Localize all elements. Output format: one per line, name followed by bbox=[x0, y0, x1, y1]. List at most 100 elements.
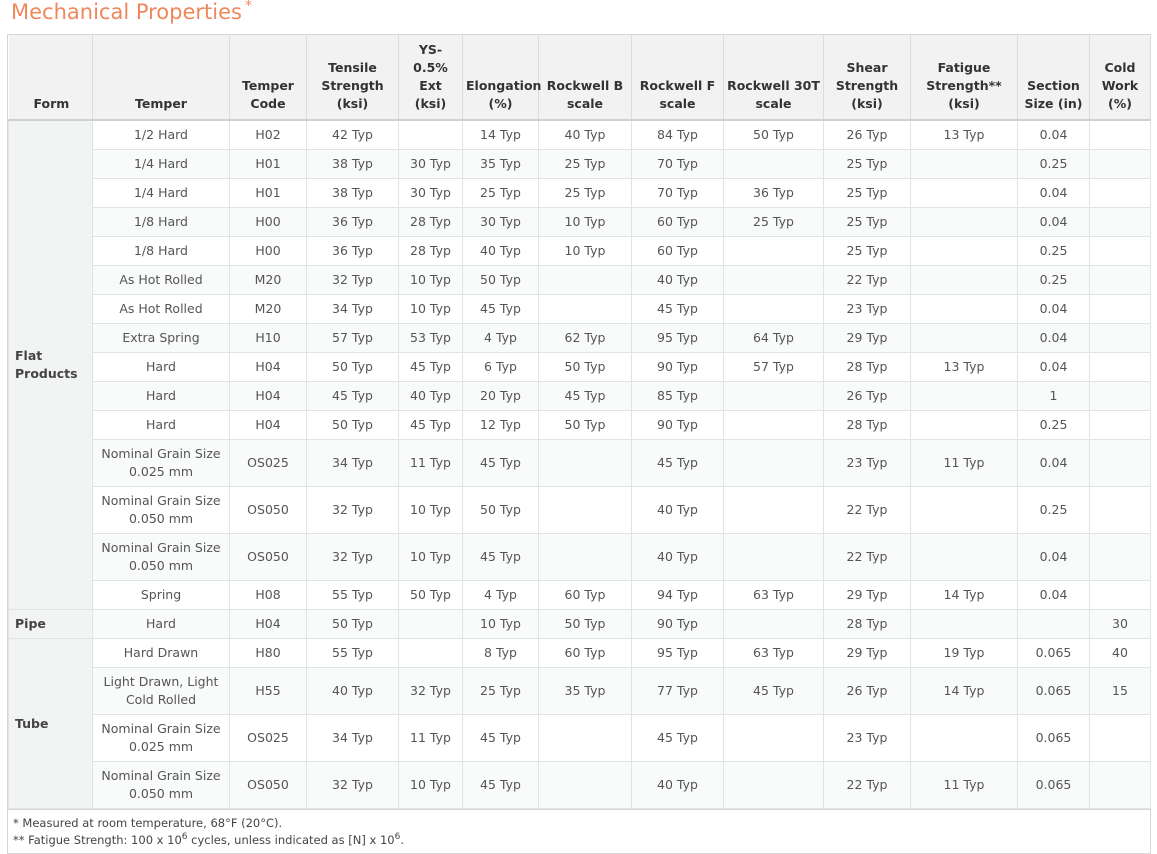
value-cell: H01 bbox=[229, 149, 307, 179]
value-cell: 45 Typ bbox=[631, 294, 724, 324]
value-cell: H04 bbox=[229, 381, 307, 411]
value-cell: 35 Typ bbox=[462, 149, 539, 179]
temper-cell: Nominal Grain Size 0.050 mm bbox=[92, 486, 230, 534]
value-cell: 8 Typ bbox=[462, 638, 539, 668]
value-cell: 50 Typ bbox=[306, 609, 399, 639]
value-cell bbox=[1089, 352, 1151, 382]
value-cell bbox=[723, 714, 824, 762]
table-row: 1/8 Hard H00 36 Typ 28 Typ 30 Typ 10 Typ 60 Ty… bbox=[9, 207, 1151, 237]
value-cell: H00 bbox=[229, 207, 307, 237]
value-cell: 26 Typ bbox=[823, 381, 911, 411]
value-cell: 28 Typ bbox=[823, 352, 911, 382]
value-cell bbox=[1089, 410, 1151, 440]
value-cell: 57 Typ bbox=[723, 352, 824, 382]
temper-cell: Hard bbox=[92, 609, 230, 639]
value-cell: 0.04 bbox=[1017, 119, 1090, 150]
title: Mechanical Properties bbox=[11, 0, 242, 24]
value-cell: 42 Typ bbox=[306, 119, 399, 150]
value-cell bbox=[1089, 207, 1151, 237]
value-cell bbox=[1089, 439, 1151, 487]
value-cell: 25 Typ bbox=[723, 207, 824, 237]
value-cell: 35 Typ bbox=[538, 667, 632, 715]
value-cell: 38 Typ bbox=[306, 178, 399, 208]
value-cell: 0.065 bbox=[1017, 638, 1090, 668]
value-cell: OS025 bbox=[229, 439, 307, 487]
value-cell: 40 Typ bbox=[306, 667, 399, 715]
value-cell: 0.065 bbox=[1017, 667, 1090, 715]
value-cell: 95 Typ bbox=[631, 638, 724, 668]
value-cell: 0.04 bbox=[1017, 178, 1090, 208]
value-cell: 30 Typ bbox=[398, 149, 463, 179]
value-cell: 11 Typ bbox=[910, 761, 1018, 809]
value-cell: 45 Typ bbox=[306, 381, 399, 411]
temper-cell: 1/4 Hard bbox=[92, 149, 230, 179]
value-cell: 50 Typ bbox=[538, 609, 632, 639]
value-cell: 14 Typ bbox=[462, 119, 539, 150]
temper-cell: Hard bbox=[92, 410, 230, 440]
table-row: Light Drawn, Light Cold Rolled H55 40 Typ 3… bbox=[9, 667, 1151, 715]
value-cell: 60 Typ bbox=[631, 236, 724, 266]
value-cell: 50 Typ bbox=[538, 410, 632, 440]
column-header: Cold Work (%) bbox=[1089, 35, 1151, 121]
value-cell: H08 bbox=[229, 580, 307, 610]
value-cell: 4 Typ bbox=[462, 580, 539, 610]
value-cell: 13 Typ bbox=[910, 352, 1018, 382]
table-row: Nominal Grain Size 0.050 mm OS050 32 Typ 10… bbox=[9, 486, 1151, 534]
temper-cell: Nominal Grain Size 0.050 mm bbox=[92, 761, 230, 809]
table-row: As Hot Rolled M20 34 Typ 10 Typ 45 Typ 45 Typ… bbox=[9, 294, 1151, 324]
value-cell bbox=[1089, 119, 1151, 150]
value-cell: 50 Typ bbox=[306, 352, 399, 382]
value-cell: 45 Typ bbox=[398, 410, 463, 440]
value-cell: 0.065 bbox=[1017, 714, 1090, 762]
table-row: Hard H04 50 Typ 45 Typ 6 Typ 50 Typ 90 Typ 57 T… bbox=[9, 352, 1151, 382]
value-cell bbox=[723, 294, 824, 324]
value-cell: 23 Typ bbox=[823, 714, 911, 762]
value-cell bbox=[910, 178, 1018, 208]
value-cell: H01 bbox=[229, 178, 307, 208]
value-cell: 25 Typ bbox=[823, 178, 911, 208]
value-cell: 10 Typ bbox=[538, 207, 632, 237]
value-cell: 0.25 bbox=[1017, 149, 1090, 179]
value-cell bbox=[723, 381, 824, 411]
value-cell bbox=[910, 236, 1018, 266]
value-cell: 50 Typ bbox=[538, 352, 632, 382]
column-header: Temper Code bbox=[229, 35, 307, 121]
value-cell: 29 Typ bbox=[823, 323, 911, 353]
value-cell bbox=[1089, 714, 1151, 762]
value-cell bbox=[910, 323, 1018, 353]
column-header: Form bbox=[8, 35, 93, 121]
value-cell: 50 Typ bbox=[462, 486, 539, 534]
value-cell bbox=[723, 265, 824, 295]
value-cell: 25 Typ bbox=[538, 149, 632, 179]
column-header: Elongation (%) bbox=[462, 35, 541, 121]
value-cell bbox=[910, 714, 1018, 762]
value-cell: 94 Typ bbox=[631, 580, 724, 610]
temper-cell: 1/2 Hard bbox=[92, 119, 230, 150]
value-cell: 36 Typ bbox=[723, 178, 824, 208]
value-cell: 40 Typ bbox=[398, 381, 463, 411]
value-cell: 28 Typ bbox=[398, 207, 463, 237]
table-row: Extra Spring H10 57 Typ 53 Typ 4 Typ 62 Typ 95… bbox=[9, 323, 1151, 353]
value-cell bbox=[723, 761, 824, 809]
column-header: Temper bbox=[92, 35, 230, 121]
value-cell: 40 Typ bbox=[631, 761, 724, 809]
footnote-text: ** Fatigue Strength: 100 x 10 bbox=[13, 833, 182, 847]
value-cell: 10 Typ bbox=[398, 761, 463, 809]
value-cell: 50 Typ bbox=[398, 580, 463, 610]
column-header: Tensile Strength (ksi) bbox=[306, 35, 399, 121]
value-cell: 25 Typ bbox=[462, 667, 539, 715]
value-cell: 77 Typ bbox=[631, 667, 724, 715]
value-cell: 29 Typ bbox=[823, 638, 911, 668]
value-cell: 55 Typ bbox=[306, 580, 399, 610]
value-cell: OS025 bbox=[229, 714, 307, 762]
value-cell bbox=[1089, 533, 1151, 581]
temper-cell: Nominal Grain Size 0.025 mm bbox=[92, 439, 230, 487]
value-cell: 15 bbox=[1089, 667, 1151, 715]
form-cell: Flat Products bbox=[8, 119, 93, 610]
column-header: YS-0.5% Ext (ksi) bbox=[398, 35, 463, 121]
value-cell: 12 Typ bbox=[462, 410, 539, 440]
value-cell bbox=[1089, 178, 1151, 208]
value-cell: 20 Typ bbox=[462, 381, 539, 411]
value-cell: 45 Typ bbox=[631, 439, 724, 487]
value-cell: 90 Typ bbox=[631, 410, 724, 440]
